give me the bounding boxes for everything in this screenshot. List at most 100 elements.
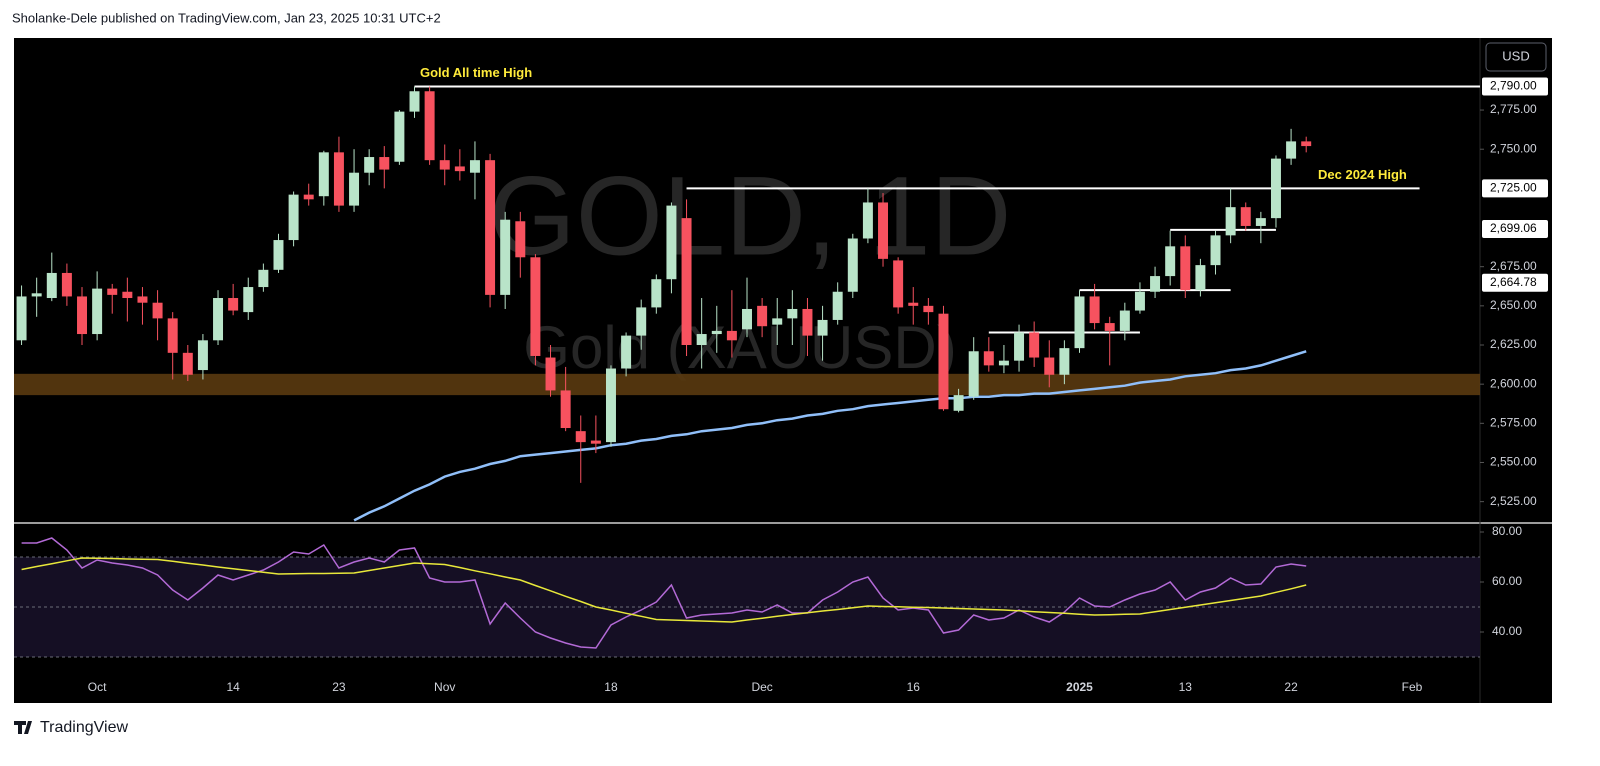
y-tick-label: 2,775.00 [1490, 102, 1537, 116]
candle-body [137, 296, 148, 303]
level-label: 2,699.06 [1490, 221, 1537, 235]
level-box [1482, 77, 1548, 96]
candle-body [318, 152, 329, 197]
y-tick-label: 2,650.00 [1490, 298, 1537, 312]
candle-body [1195, 265, 1206, 291]
candle-body [575, 431, 586, 443]
candle-body [651, 279, 662, 308]
level-box [1482, 219, 1548, 238]
publish-header: Sholanke-Dele published on TradingView.c… [12, 10, 441, 25]
candle-body [197, 340, 208, 371]
candle-body [742, 308, 752, 330]
currency-button[interactable] [1485, 42, 1547, 72]
candle-body [666, 205, 677, 280]
rsi-line [21, 537, 1307, 649]
candle-body [349, 172, 360, 206]
candle-body [500, 219, 511, 295]
candle-body [938, 313, 949, 410]
y-tick-label: 2,675.00 [1490, 259, 1537, 273]
candle-body [77, 296, 87, 335]
candle-body [817, 319, 828, 336]
x-tick-label: Oct [88, 680, 107, 694]
rsi-tick-label: 80.00 [1492, 524, 1522, 538]
level-box [1482, 179, 1548, 198]
candle-body [61, 272, 72, 297]
y-tick-label: 2,750.00 [1490, 141, 1537, 155]
candle-body [590, 440, 601, 444]
price-pane: Gold All time High Dec 2024 High [14, 65, 1480, 522]
candle-body [1301, 141, 1312, 147]
logo-mark [14, 721, 32, 734]
candle-body [1074, 296, 1085, 349]
watermark-subtitle: Gold (XAUUSD) [523, 314, 956, 381]
candle-body [847, 238, 858, 292]
y-tick-label: 2,575.00 [1490, 415, 1537, 429]
candle-body [122, 291, 133, 299]
candle-body [1225, 207, 1236, 236]
candle-body [439, 160, 450, 170]
candle-body [530, 257, 541, 356]
candle-body [1029, 332, 1040, 358]
candle-body [696, 334, 707, 346]
level-box [1482, 273, 1548, 292]
x-tick-label: 23 [332, 680, 346, 694]
candle-body [832, 291, 843, 320]
candle-body [772, 318, 783, 325]
level-label: 2,664.78 [1490, 275, 1537, 289]
y-tick-label: 2,600.00 [1490, 376, 1537, 390]
candle-body [545, 357, 556, 391]
candle-body [31, 293, 42, 297]
candle-body [1089, 296, 1100, 324]
rsi-tick-label: 60.00 [1492, 574, 1522, 588]
x-tick-label: 16 [907, 680, 921, 694]
candle-body [908, 302, 919, 306]
candle-body [878, 202, 889, 259]
candle-body [16, 296, 27, 341]
rsi-pane [14, 537, 1480, 658]
candle-body [394, 111, 405, 162]
currency-label[interactable]: USD [1502, 48, 1529, 63]
candle-body [621, 335, 632, 369]
candle-body [92, 288, 103, 335]
candle-body [288, 194, 299, 241]
candle-body [560, 390, 571, 429]
candle-body [107, 288, 118, 295]
candle-body [1210, 235, 1221, 266]
candle-body [923, 305, 934, 313]
brand-name: TradingView [40, 719, 128, 736]
candle-body [1240, 207, 1251, 226]
candle-body [213, 298, 224, 341]
candle-body [182, 352, 193, 375]
candle-body [243, 287, 254, 313]
y-tick-label: 2,550.00 [1490, 455, 1537, 469]
candle-body [787, 308, 798, 319]
candle-body [409, 91, 420, 112]
candle-body [152, 302, 163, 319]
candle-body [333, 152, 344, 206]
annotation: Dec 2024 High [1318, 167, 1407, 182]
level-label: 2,790.00 [1490, 79, 1537, 93]
candle-body [1286, 141, 1297, 159]
y-tick-label: 2,625.00 [1490, 337, 1537, 351]
candle-body [605, 368, 616, 443]
candle-body [167, 318, 178, 353]
level-label: 2,725.00 [1490, 181, 1537, 195]
candle-body [1059, 348, 1070, 375]
x-tick-label: 14 [226, 680, 240, 694]
x-tick-label: Dec [751, 680, 772, 694]
y-tick-label: 2,525.00 [1490, 494, 1537, 508]
moving-average-line [353, 350, 1307, 522]
candle-body [726, 330, 737, 341]
candle-body [469, 160, 480, 173]
candle-body [1119, 310, 1130, 331]
candle-body [485, 160, 496, 295]
rsi-tick-label: 40.00 [1492, 624, 1522, 638]
candle-body [1150, 276, 1161, 292]
candle-body [681, 218, 692, 346]
candle-body [953, 395, 964, 411]
x-tick-label: 2025 [1066, 680, 1093, 694]
candle-body [46, 272, 57, 299]
candle-body [454, 166, 465, 172]
x-tick-label: 13 [1179, 680, 1193, 694]
